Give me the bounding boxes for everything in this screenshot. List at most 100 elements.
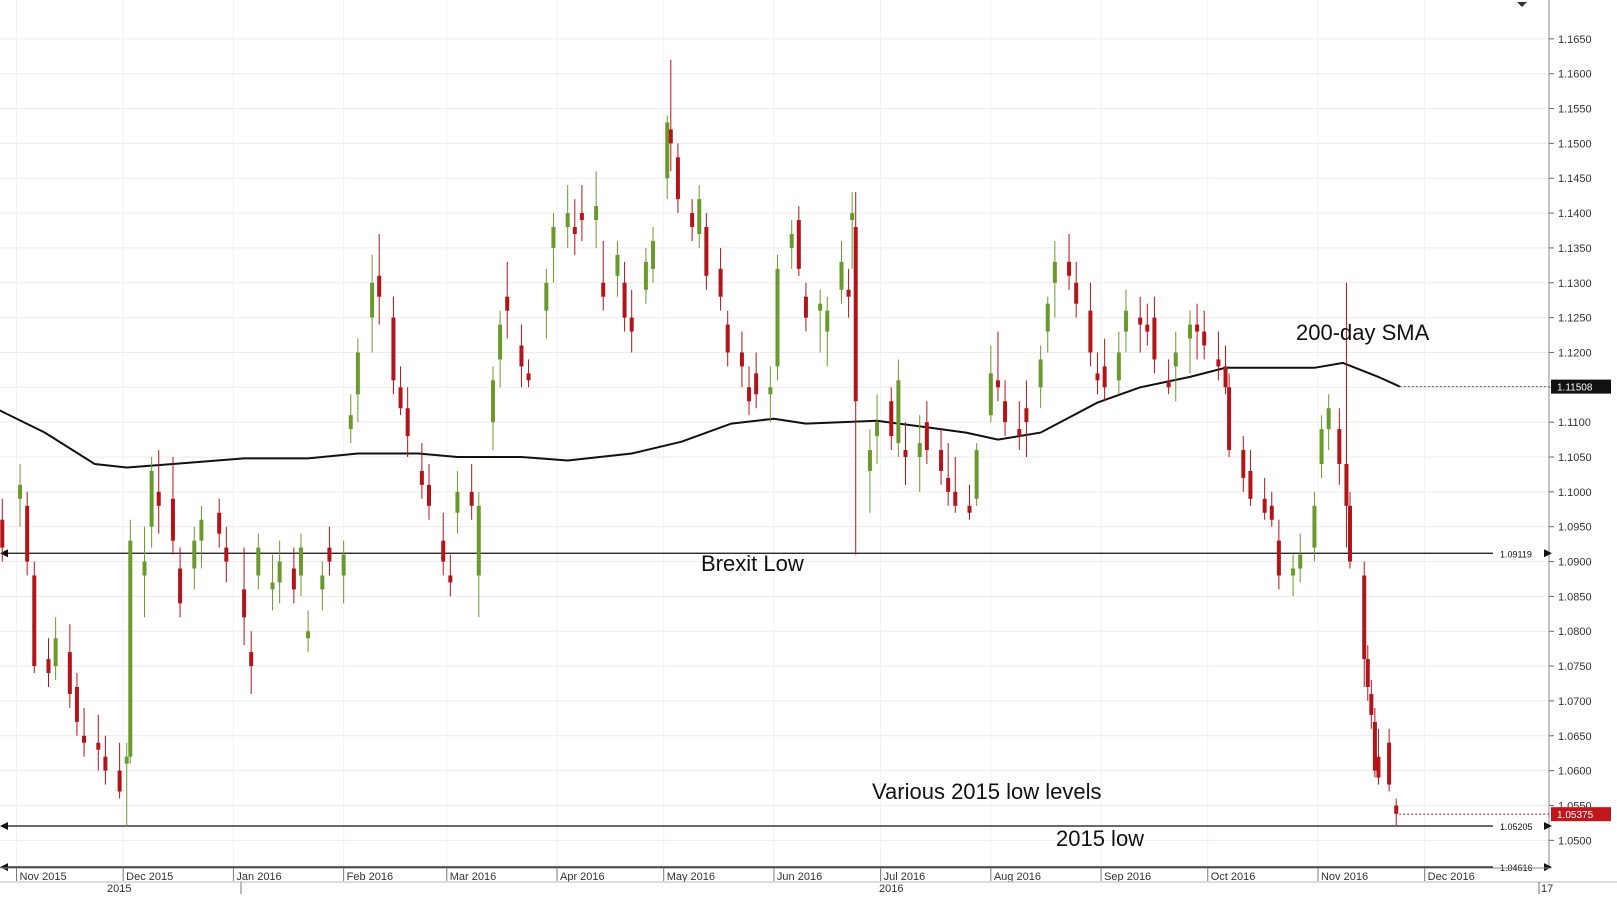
candle-body xyxy=(224,547,229,562)
candle-series: 1.05375 xyxy=(0,59,1611,827)
x-month-label: Nov 2015 xyxy=(20,871,67,883)
y-axis: 1.05001.05501.06001.06501.07001.07501.08… xyxy=(1548,0,1592,868)
candle-body xyxy=(370,282,375,318)
candle-body xyxy=(825,310,830,332)
candle-body xyxy=(818,303,823,311)
support-line-right-arrow xyxy=(1544,822,1552,831)
candle-body xyxy=(739,352,744,367)
candle-body xyxy=(469,491,474,506)
support-line-left-arrow xyxy=(0,822,8,831)
y-tick-label: 1.1650 xyxy=(1558,34,1592,46)
x-month-label: Apr 2016 xyxy=(560,871,605,883)
candle-body xyxy=(426,484,431,506)
x-axis: Nov 2015 Dec 2015 Jan 2016 Feb 2016 Mar 2016… xyxy=(0,867,1617,895)
candle-body xyxy=(199,519,204,541)
candle-body xyxy=(398,387,403,409)
candle-body xyxy=(796,220,801,269)
candle-body xyxy=(505,296,510,311)
candle-body xyxy=(1387,742,1392,785)
x-month-label: Oct 2016 xyxy=(1211,871,1256,883)
x-month-label: Aug 2016 xyxy=(994,871,1041,883)
y-tick-label: 1.1100 xyxy=(1558,417,1591,429)
candle-body xyxy=(1017,429,1022,437)
y-tick-label: 1.1450 xyxy=(1558,173,1592,185)
candle-body xyxy=(67,652,72,694)
candle-body xyxy=(1024,408,1029,423)
candle-body xyxy=(149,470,154,527)
candle-body xyxy=(1202,331,1207,346)
candle-body xyxy=(1216,359,1221,367)
candle-body xyxy=(1195,324,1200,332)
candle-body xyxy=(1362,575,1367,660)
candle-body xyxy=(1045,303,1050,332)
candle-body xyxy=(1241,450,1246,478)
candle-body xyxy=(355,352,360,395)
x-month-label: Jan 2016 xyxy=(236,871,281,883)
x-month-label: Mar 2016 xyxy=(450,871,496,883)
candle-body xyxy=(178,568,183,604)
candle-body xyxy=(690,213,695,228)
candle-body xyxy=(697,199,702,234)
chevron-down-icon[interactable] xyxy=(1517,2,1527,7)
y-tick-label: 1.0650 xyxy=(1558,731,1592,743)
candle-body xyxy=(768,387,773,395)
candle-body xyxy=(1376,756,1381,778)
candle-body xyxy=(1067,261,1072,276)
y-tick-label: 1.1600 xyxy=(1558,69,1592,81)
candle-body xyxy=(341,554,346,576)
candle-body xyxy=(1319,429,1324,464)
candle-body xyxy=(32,575,37,667)
candle-body xyxy=(946,477,951,492)
y-tick-label: 1.1400 xyxy=(1558,208,1592,220)
x-month-label: Dec 2016 xyxy=(1428,871,1475,883)
candle-body xyxy=(903,450,908,458)
candle-body xyxy=(46,659,51,674)
annotation-various-2015-lows: Various 2015 low levels xyxy=(872,779,1102,804)
candle-body xyxy=(82,735,87,743)
candle-body xyxy=(291,568,296,590)
candle-body xyxy=(846,289,851,297)
candle-body xyxy=(629,317,634,332)
candle-body xyxy=(405,408,410,437)
candle-body xyxy=(896,380,901,444)
candle-body xyxy=(128,540,133,757)
candle-body xyxy=(1145,324,1150,332)
x-month-label: Feb 2016 xyxy=(347,871,393,883)
candle-body xyxy=(988,373,993,416)
candle-body xyxy=(665,122,670,179)
y-tick-label: 1.0750 xyxy=(1558,661,1592,673)
y-tick-label: 1.1050 xyxy=(1558,452,1592,464)
candle-body xyxy=(1074,282,1079,304)
candle-body xyxy=(551,227,556,248)
y-tick-label: 1.0500 xyxy=(1558,835,1592,847)
x-month-label: Jun 2016 xyxy=(777,871,822,883)
candle-body xyxy=(747,387,752,402)
candle-body xyxy=(270,582,275,590)
x-month-label: Nov 2016 xyxy=(1321,871,1368,883)
candle-body xyxy=(1369,693,1374,715)
candle-body xyxy=(391,317,396,381)
support-line-right-arrow xyxy=(1544,863,1552,872)
support-value-label: 1.05205 xyxy=(1500,822,1533,832)
candle-body xyxy=(1365,659,1370,687)
candle-body xyxy=(242,589,247,618)
candle-body xyxy=(377,275,382,297)
candle-body xyxy=(754,373,759,395)
candle-body xyxy=(1123,310,1128,332)
candle-body xyxy=(124,756,129,764)
candle-body xyxy=(803,296,808,318)
y-tick-label: 1.1250 xyxy=(1558,313,1592,325)
candle-body xyxy=(419,470,424,485)
plot-background xyxy=(0,0,1549,868)
candle-body xyxy=(1102,366,1107,388)
candle-body xyxy=(96,742,101,750)
candle-body xyxy=(1088,310,1093,353)
candle-body xyxy=(448,575,453,583)
candle-body xyxy=(967,505,972,513)
candle-body xyxy=(526,373,531,381)
x-year-label: 2015 xyxy=(107,883,131,894)
candle-body xyxy=(491,380,496,423)
